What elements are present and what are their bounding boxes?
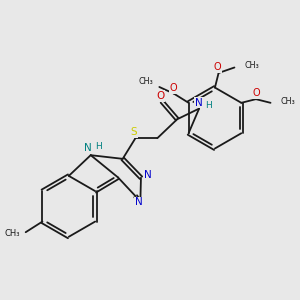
Text: N: N <box>195 98 203 107</box>
Text: H: H <box>205 101 211 110</box>
Text: O: O <box>252 88 260 98</box>
Text: CH₃: CH₃ <box>244 61 259 70</box>
Text: N: N <box>135 197 142 207</box>
Text: H: H <box>95 142 102 151</box>
Text: N: N <box>144 170 152 180</box>
Text: O: O <box>169 83 177 93</box>
Text: O: O <box>213 62 221 73</box>
Text: CH₃: CH₃ <box>139 77 153 86</box>
Text: S: S <box>130 127 137 137</box>
Text: O: O <box>156 91 165 101</box>
Text: CH₃: CH₃ <box>5 229 20 238</box>
Text: N: N <box>84 143 92 154</box>
Text: CH₃: CH₃ <box>280 97 295 106</box>
